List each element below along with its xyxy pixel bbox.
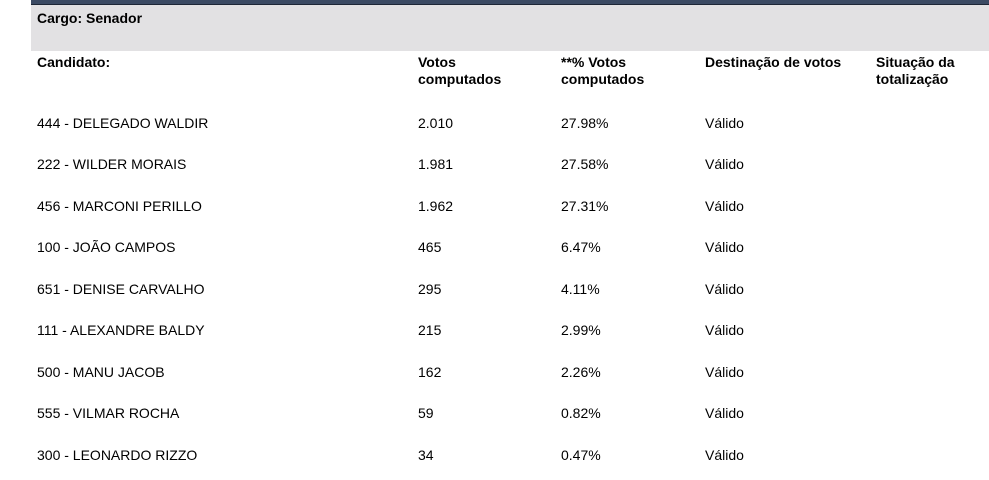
row-candidato: 651 - DENISE CARVALHO xyxy=(37,281,205,297)
column-header-percentual: **% Votos computados xyxy=(561,54,681,88)
table-row: 500 - MANU JACOB 162 2.26% Válido xyxy=(0,364,989,384)
table-row: 111 - ALEXANDRE BALDY 215 2.99% Válido xyxy=(0,322,989,342)
row-destinacao: Válido xyxy=(705,364,744,380)
row-percentual: 0.82% xyxy=(561,405,601,421)
table-row: 555 - VILMAR ROCHA 59 0.82% Válido xyxy=(0,405,989,425)
row-percentual: 2.26% xyxy=(561,364,601,380)
row-votos: 215 xyxy=(418,322,442,338)
row-destinacao: Válido xyxy=(705,281,744,297)
row-candidato: 111 - ALEXANDRE BALDY xyxy=(37,322,205,338)
row-percentual: 27.31% xyxy=(561,198,609,214)
table-row: 456 - MARCONI PERILLO 1.962 27.31% Válid… xyxy=(0,198,989,218)
row-votos: 59 xyxy=(418,405,434,421)
row-destinacao: Válido xyxy=(705,198,744,214)
column-header-candidato: Candidato: xyxy=(37,54,110,71)
column-header-votos: Votos computados xyxy=(418,54,538,88)
header-candidato-label: Candidato: xyxy=(37,54,111,70)
row-candidato: 100 - JOÃO CAMPOS xyxy=(37,239,176,255)
top-border-line xyxy=(31,0,989,5)
header-perc-line2: computados xyxy=(561,71,645,87)
table-row: 651 - DENISE CARVALHO 295 4.11% Válido xyxy=(0,281,989,301)
cargo-title: Cargo: Senador xyxy=(37,10,143,26)
header-destinacao-label: Destinação de votos xyxy=(705,54,842,70)
header-situacao-line2: totalização xyxy=(876,71,949,87)
row-votos: 2.010 xyxy=(418,115,454,131)
column-header-situacao: Situação da totalização xyxy=(876,54,986,88)
row-votos: 465 xyxy=(418,239,442,255)
row-candidato: 555 - VILMAR ROCHA xyxy=(37,405,180,421)
row-destinacao: Válido xyxy=(705,447,744,463)
row-percentual: 0.47% xyxy=(561,447,601,463)
row-destinacao: Válido xyxy=(705,239,744,255)
row-candidato: 444 - DELEGADO WALDIR xyxy=(37,115,209,131)
table-row: 100 - JOÃO CAMPOS 465 6.47% Válido xyxy=(0,239,989,259)
row-destinacao: Válido xyxy=(705,322,744,338)
row-candidato: 500 - MANU JACOB xyxy=(37,364,165,380)
column-header-destinacao: Destinação de votos xyxy=(705,54,841,71)
row-votos: 34 xyxy=(418,447,434,463)
row-percentual: 6.47% xyxy=(561,239,601,255)
header-votos-line2: computados xyxy=(418,71,502,87)
row-percentual: 27.58% xyxy=(561,156,609,172)
row-votos: 162 xyxy=(418,364,442,380)
row-percentual: 2.99% xyxy=(561,322,601,338)
row-destinacao: Válido xyxy=(705,405,744,421)
table-row: 444 - DELEGADO WALDIR 2.010 27.98% Válid… xyxy=(0,115,989,135)
row-destinacao: Válido xyxy=(705,115,744,131)
row-votos: 1.981 xyxy=(418,156,454,172)
table-row: 300 - LEONARDO RIZZO 34 0.47% Válido xyxy=(0,447,989,467)
header-situacao-line1: Situação da xyxy=(876,54,955,70)
row-percentual: 4.11% xyxy=(561,281,600,297)
table-row: 222 - WILDER MORAIS 1.981 27.58% Válido xyxy=(0,156,989,176)
header-perc-line1: **% Votos xyxy=(561,54,627,70)
row-candidato: 456 - MARCONI PERILLO xyxy=(37,198,202,214)
row-percentual: 27.98% xyxy=(561,115,609,131)
header-votos-line1: Votos xyxy=(418,54,456,70)
row-candidato: 222 - WILDER MORAIS xyxy=(37,156,187,172)
row-votos: 1.962 xyxy=(418,198,454,214)
row-votos: 295 xyxy=(418,281,442,297)
row-candidato: 300 - LEONARDO RIZZO xyxy=(37,447,198,463)
cargo-header-band: Cargo: Senador xyxy=(31,5,989,51)
row-destinacao: Válido xyxy=(705,156,744,172)
